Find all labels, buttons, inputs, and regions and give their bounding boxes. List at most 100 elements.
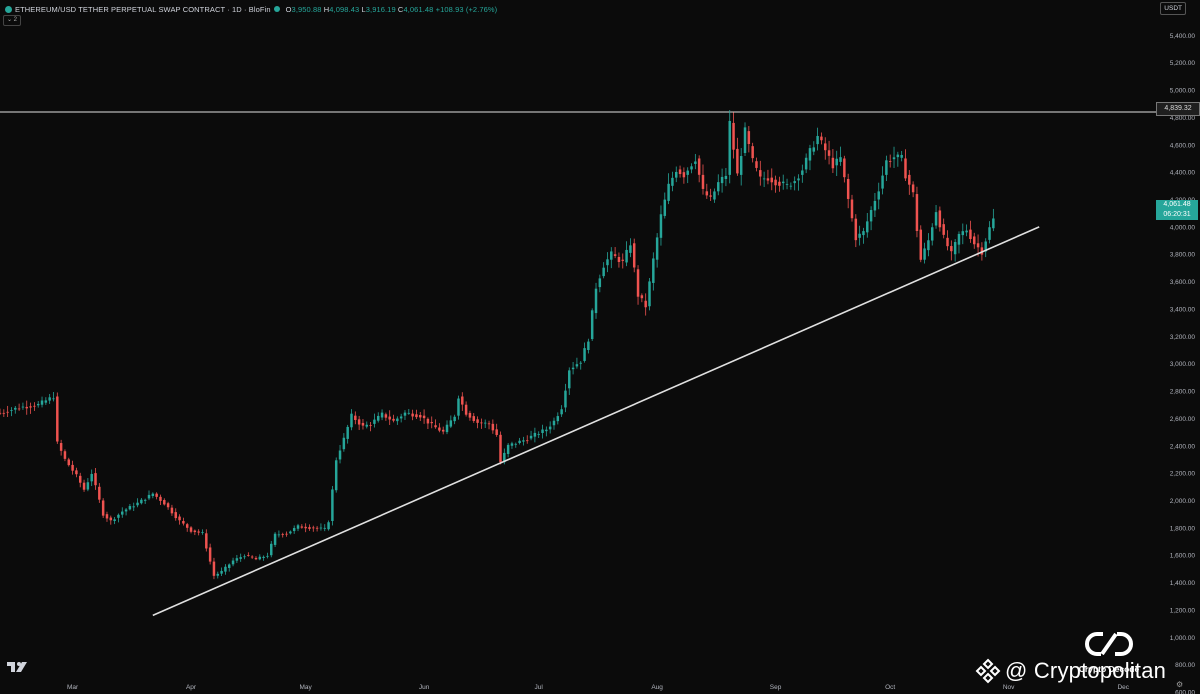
candle xyxy=(988,221,991,244)
candle xyxy=(380,409,384,421)
candle xyxy=(21,402,25,410)
candle xyxy=(6,405,9,418)
currency-badge[interactable]: USDT xyxy=(1160,2,1186,15)
crypto-decode-label: Crypto Decode xyxy=(1078,664,1140,674)
candle xyxy=(182,517,185,526)
candle xyxy=(40,396,44,408)
candle xyxy=(208,543,212,565)
candle xyxy=(220,567,223,576)
candle xyxy=(510,441,514,449)
y-tick-label: 2,400.00 xyxy=(1170,443,1196,450)
candle xyxy=(694,153,697,170)
candle xyxy=(422,409,426,424)
candle xyxy=(957,231,961,254)
candle xyxy=(556,412,560,425)
candle xyxy=(526,435,529,444)
candle xyxy=(613,247,617,259)
candle xyxy=(300,524,304,529)
tradingview-logo-icon[interactable] xyxy=(6,660,28,674)
y-tick-label: 600.00 xyxy=(1175,690,1195,694)
candle xyxy=(545,426,548,437)
indicators-toggle-button[interactable]: ⌄ 2 xyxy=(3,15,21,26)
candle xyxy=(315,526,319,532)
candle xyxy=(701,164,705,195)
candle xyxy=(797,174,800,191)
candle xyxy=(808,144,812,171)
y-tick-label: 4,000.00 xyxy=(1170,224,1196,231)
candle xyxy=(468,410,472,421)
candle xyxy=(308,524,311,531)
candle xyxy=(216,571,220,579)
candle xyxy=(457,395,460,420)
candle xyxy=(751,142,754,163)
candle xyxy=(518,437,521,445)
candle xyxy=(227,563,231,572)
candle xyxy=(426,417,430,429)
candle xyxy=(904,149,907,181)
ohlc-values: O3,950.88 H4,098.43 L3,916.19 C4,061.48 … xyxy=(285,4,498,14)
candle xyxy=(548,421,552,434)
candle xyxy=(732,112,735,159)
candle xyxy=(579,361,582,370)
candle xyxy=(747,126,751,153)
resistance-price-badge: 4,839.32 xyxy=(1156,102,1200,116)
candle xyxy=(892,146,896,168)
candle xyxy=(392,414,395,423)
candle xyxy=(346,424,349,444)
x-tick-label: Oct xyxy=(885,684,895,691)
candle xyxy=(277,530,281,538)
candle xyxy=(950,240,953,261)
candle xyxy=(105,511,109,522)
candle xyxy=(476,416,479,429)
candle xyxy=(568,367,571,395)
candle xyxy=(552,417,556,430)
symbol-title[interactable]: ETHEREUM/USD TETHER PERPETUAL SWAP CONTR… xyxy=(15,4,271,14)
trendline[interactable] xyxy=(152,226,1040,617)
candle xyxy=(415,409,418,420)
y-tick-label: 3,200.00 xyxy=(1170,334,1196,341)
candle xyxy=(885,155,888,182)
candle xyxy=(52,392,55,402)
candle xyxy=(250,555,254,559)
candle xyxy=(908,170,911,195)
x-tick-label: Jun xyxy=(419,684,430,691)
candle xyxy=(143,498,147,504)
cryptopolitan-credit: @ Cryptopolitan xyxy=(975,656,1166,686)
candle xyxy=(266,552,269,559)
candle xyxy=(235,554,239,564)
y-tick-label: 2,000.00 xyxy=(1170,498,1196,505)
candle xyxy=(419,412,422,422)
candle xyxy=(973,232,976,249)
ascending-trendline[interactable] xyxy=(152,226,1040,617)
candle xyxy=(652,252,655,291)
candle xyxy=(881,166,884,195)
candle xyxy=(33,402,36,411)
candle xyxy=(281,532,284,538)
candle xyxy=(587,338,590,354)
candle xyxy=(992,208,995,232)
candle xyxy=(671,171,674,192)
candle xyxy=(927,233,930,257)
candle xyxy=(29,402,32,414)
y-tick-label: 3,000.00 xyxy=(1170,361,1196,368)
candle xyxy=(185,522,189,532)
candle xyxy=(659,205,663,246)
candle xyxy=(969,220,972,243)
candle xyxy=(121,507,124,518)
candle xyxy=(820,132,823,145)
candle xyxy=(663,192,667,219)
candle xyxy=(816,127,819,151)
candle xyxy=(529,430,533,441)
x-tick-label: Aug xyxy=(651,684,663,691)
candle xyxy=(770,168,774,191)
candle xyxy=(713,188,716,203)
y-tick-label: 5,000.00 xyxy=(1170,88,1196,95)
candle xyxy=(67,457,71,467)
cryptopolitan-diamond-icon xyxy=(975,658,1001,684)
settings-gear-icon[interactable]: ⚙ xyxy=(1176,680,1184,689)
current-price-badge: 4,061.48 06:20:31 xyxy=(1156,200,1198,220)
y-tick-label: 2,800.00 xyxy=(1170,389,1196,396)
candle xyxy=(743,122,747,156)
y-tick-label: 1,000.00 xyxy=(1170,635,1196,642)
